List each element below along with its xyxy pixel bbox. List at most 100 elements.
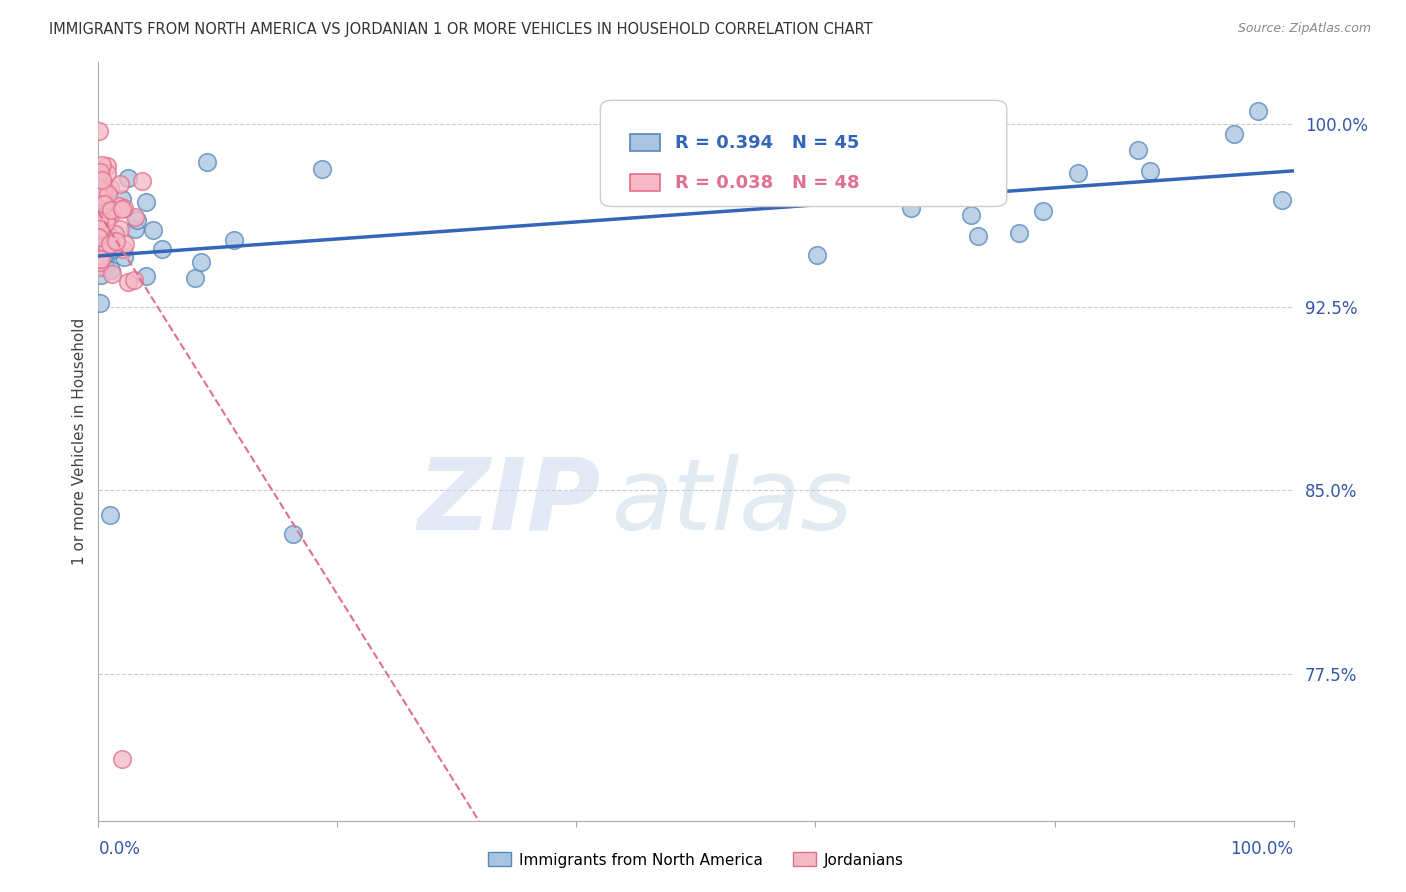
- Point: [97, 228, 120, 243]
- Point: [117, 170, 139, 185]
- Point: [1008, 227, 1031, 241]
- Point: [184, 270, 207, 285]
- Point: [87, 124, 110, 138]
- Text: Source: ZipAtlas.com: Source: ZipAtlas.com: [1237, 22, 1371, 36]
- Point: [190, 255, 212, 269]
- Point: [806, 248, 828, 262]
- Point: [696, 177, 718, 191]
- Point: [131, 174, 153, 188]
- Point: [111, 752, 134, 766]
- Point: [117, 275, 139, 289]
- Text: atlas: atlas: [613, 454, 853, 550]
- Point: [98, 209, 121, 223]
- Point: [87, 212, 110, 227]
- Point: [89, 295, 111, 310]
- Point: [87, 217, 110, 231]
- Point: [222, 233, 245, 247]
- Point: [96, 159, 118, 173]
- Point: [96, 211, 118, 225]
- Point: [90, 268, 112, 282]
- Point: [112, 202, 135, 216]
- Point: [100, 203, 122, 218]
- Point: [1247, 104, 1270, 119]
- Point: [108, 221, 131, 235]
- Point: [89, 171, 111, 186]
- Point: [96, 241, 118, 255]
- Point: [89, 222, 111, 236]
- Point: [98, 236, 122, 251]
- Point: [1032, 204, 1054, 219]
- Point: [124, 222, 146, 236]
- Point: [108, 199, 131, 213]
- Point: [962, 167, 984, 181]
- Point: [90, 172, 112, 186]
- Point: [1271, 193, 1294, 207]
- Bar: [630, 134, 661, 151]
- Point: [93, 248, 115, 262]
- Point: [87, 181, 110, 195]
- Point: [87, 188, 110, 202]
- Point: [94, 215, 117, 229]
- Point: [112, 250, 135, 264]
- Point: [94, 260, 117, 275]
- Point: [111, 192, 134, 206]
- Point: [124, 210, 146, 224]
- Point: [90, 190, 112, 204]
- Point: [112, 242, 135, 256]
- Point: [900, 202, 922, 216]
- Point: [89, 192, 111, 206]
- Point: [90, 221, 112, 235]
- Point: [1067, 166, 1090, 180]
- Point: [89, 165, 111, 179]
- Point: [91, 158, 114, 172]
- Y-axis label: 1 or more Vehicles in Household: 1 or more Vehicles in Household: [72, 318, 87, 566]
- Point: [114, 236, 136, 251]
- Point: [87, 230, 110, 244]
- Text: ZIP: ZIP: [418, 454, 600, 550]
- Point: [96, 166, 118, 180]
- Point: [111, 202, 134, 217]
- FancyBboxPatch shape: [600, 101, 1007, 207]
- Point: [124, 272, 146, 286]
- Point: [150, 243, 173, 257]
- Legend: Immigrants from North America, Jordanians: Immigrants from North America, Jordanian…: [482, 847, 910, 873]
- Point: [135, 194, 157, 209]
- Point: [960, 208, 983, 222]
- Point: [90, 227, 112, 242]
- Point: [90, 252, 112, 266]
- Text: 0.0%: 0.0%: [98, 840, 141, 858]
- Point: [100, 263, 122, 277]
- Point: [87, 227, 110, 242]
- Point: [101, 268, 124, 282]
- Point: [1139, 164, 1161, 178]
- Point: [105, 234, 128, 248]
- Point: [311, 162, 333, 177]
- Point: [104, 227, 127, 242]
- Point: [93, 197, 115, 211]
- Point: [91, 186, 114, 200]
- Point: [967, 229, 990, 244]
- Point: [103, 242, 125, 256]
- Text: R = 0.394   N = 45: R = 0.394 N = 45: [675, 134, 859, 152]
- Point: [93, 254, 115, 268]
- Point: [1223, 127, 1246, 141]
- Point: [142, 222, 165, 236]
- Point: [94, 196, 117, 211]
- Point: [283, 527, 305, 541]
- Point: [87, 252, 110, 266]
- Text: IMMIGRANTS FROM NORTH AMERICA VS JORDANIAN 1 OR MORE VEHICLES IN HOUSEHOLD CORRE: IMMIGRANTS FROM NORTH AMERICA VS JORDANI…: [49, 22, 873, 37]
- Point: [195, 154, 218, 169]
- Point: [603, 186, 626, 200]
- Point: [87, 252, 110, 267]
- Bar: [630, 174, 661, 191]
- Point: [97, 227, 120, 242]
- Point: [89, 255, 111, 269]
- Point: [90, 189, 112, 203]
- Point: [127, 212, 149, 227]
- Point: [1128, 144, 1150, 158]
- Point: [108, 177, 131, 191]
- Point: [97, 186, 120, 201]
- Point: [100, 508, 122, 522]
- Point: [98, 181, 121, 195]
- Text: R = 0.038   N = 48: R = 0.038 N = 48: [675, 174, 859, 192]
